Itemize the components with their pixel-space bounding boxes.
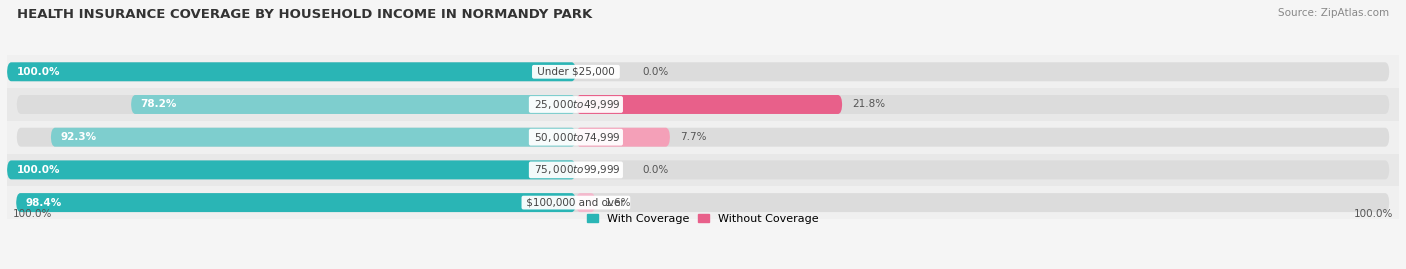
Text: 100.0%: 100.0% <box>13 209 52 219</box>
FancyBboxPatch shape <box>17 128 1389 147</box>
FancyBboxPatch shape <box>17 193 1389 212</box>
FancyBboxPatch shape <box>576 128 671 147</box>
FancyBboxPatch shape <box>51 128 576 147</box>
Text: 21.8%: 21.8% <box>852 100 884 109</box>
Text: 92.3%: 92.3% <box>60 132 97 142</box>
Bar <box>7 186 1399 219</box>
Text: 100.0%: 100.0% <box>17 165 60 175</box>
Text: 78.2%: 78.2% <box>141 100 177 109</box>
FancyBboxPatch shape <box>17 95 1389 114</box>
Bar <box>7 88 1399 121</box>
Text: $75,000 to $99,999: $75,000 to $99,999 <box>530 163 621 176</box>
FancyBboxPatch shape <box>7 160 576 179</box>
Text: $100,000 and over: $100,000 and over <box>523 198 628 208</box>
Text: Under $25,000: Under $25,000 <box>534 67 617 77</box>
Text: 0.0%: 0.0% <box>643 67 669 77</box>
FancyBboxPatch shape <box>15 193 576 212</box>
FancyBboxPatch shape <box>576 95 842 114</box>
Bar <box>7 154 1399 186</box>
Text: 7.7%: 7.7% <box>679 132 706 142</box>
Text: 100.0%: 100.0% <box>1354 209 1393 219</box>
FancyBboxPatch shape <box>7 62 576 81</box>
Text: 100.0%: 100.0% <box>17 67 60 77</box>
Text: Source: ZipAtlas.com: Source: ZipAtlas.com <box>1278 8 1389 18</box>
FancyBboxPatch shape <box>576 193 596 212</box>
Text: $50,000 to $74,999: $50,000 to $74,999 <box>530 131 621 144</box>
FancyBboxPatch shape <box>131 95 576 114</box>
Text: HEALTH INSURANCE COVERAGE BY HOUSEHOLD INCOME IN NORMANDY PARK: HEALTH INSURANCE COVERAGE BY HOUSEHOLD I… <box>17 8 592 21</box>
Text: 1.6%: 1.6% <box>605 198 631 208</box>
FancyBboxPatch shape <box>17 160 1389 179</box>
Text: 98.4%: 98.4% <box>25 198 62 208</box>
Text: $25,000 to $49,999: $25,000 to $49,999 <box>530 98 621 111</box>
Text: 0.0%: 0.0% <box>643 165 669 175</box>
Legend: With Coverage, Without Coverage: With Coverage, Without Coverage <box>582 209 824 228</box>
Bar <box>7 121 1399 154</box>
Bar <box>7 55 1399 88</box>
FancyBboxPatch shape <box>17 62 1389 81</box>
